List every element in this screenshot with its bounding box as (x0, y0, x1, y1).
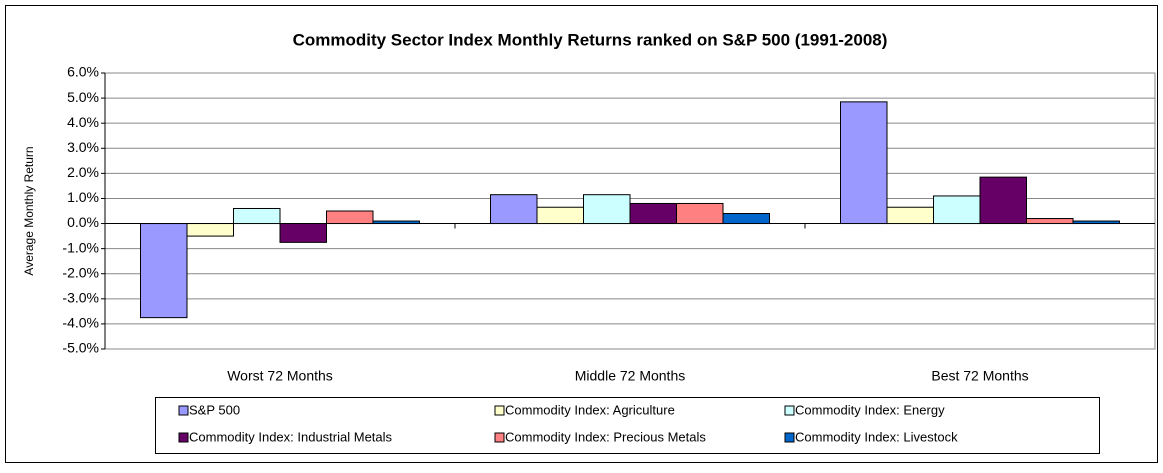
bar (233, 207, 281, 225)
bar (490, 194, 538, 225)
bar (979, 176, 1027, 225)
x-tick-label: Worst 72 Months (227, 368, 333, 384)
legend-label: Commodity Index: Precious Metals (505, 429, 706, 444)
y-tick-label: -4.0% (62, 315, 99, 331)
x-tick-label: Best 72 Months (931, 368, 1028, 384)
legend-label: Commodity Index: Livestock (795, 429, 958, 444)
bar (536, 206, 584, 225)
bar (676, 202, 724, 225)
bar (886, 206, 934, 225)
y-tick-label: 6.0% (67, 64, 99, 80)
y-tick-label: -5.0% (62, 340, 99, 356)
legend-swatch (178, 405, 189, 416)
legend-label: S&P 500 (189, 402, 240, 417)
bar (279, 223, 327, 243)
bar (629, 202, 677, 225)
legend-swatch (494, 405, 505, 416)
bar (933, 195, 981, 225)
bar (1072, 220, 1120, 225)
legend-label: Commodity Index: Energy (795, 402, 945, 417)
y-tick-label: 2.0% (67, 164, 99, 180)
bar (372, 220, 420, 225)
legend-swatch (178, 432, 189, 443)
legend-swatch (494, 432, 505, 443)
bar (326, 210, 374, 225)
x-tick-label: Middle 72 Months (575, 368, 686, 384)
legend-label: Commodity Index: Agriculture (505, 402, 675, 417)
y-tick-label: -3.0% (62, 290, 99, 306)
y-tick-label: -2.0% (62, 264, 99, 280)
chart-title: Commodity Sector Index Monthly Returns r… (293, 30, 888, 49)
y-tick-label: 3.0% (67, 139, 99, 155)
bar (140, 223, 188, 319)
y-tick-label: 4.0% (67, 114, 99, 130)
y-tick-label: 5.0% (67, 89, 99, 105)
bar (583, 194, 631, 225)
legend-label: Commodity Index: Industrial Metals (189, 429, 393, 444)
y-tick-label: 1.0% (67, 189, 99, 205)
y-tick-label: 0.0% (67, 214, 99, 230)
y-axis-label: Average Monthly Return (22, 146, 36, 275)
bar (722, 213, 770, 225)
bar (840, 101, 888, 225)
y-tick-label: -1.0% (62, 239, 99, 255)
bar (1026, 218, 1074, 225)
legend-box (155, 397, 1100, 454)
bar (186, 223, 234, 237)
legend-swatch (784, 432, 795, 443)
legend-swatch (784, 405, 795, 416)
